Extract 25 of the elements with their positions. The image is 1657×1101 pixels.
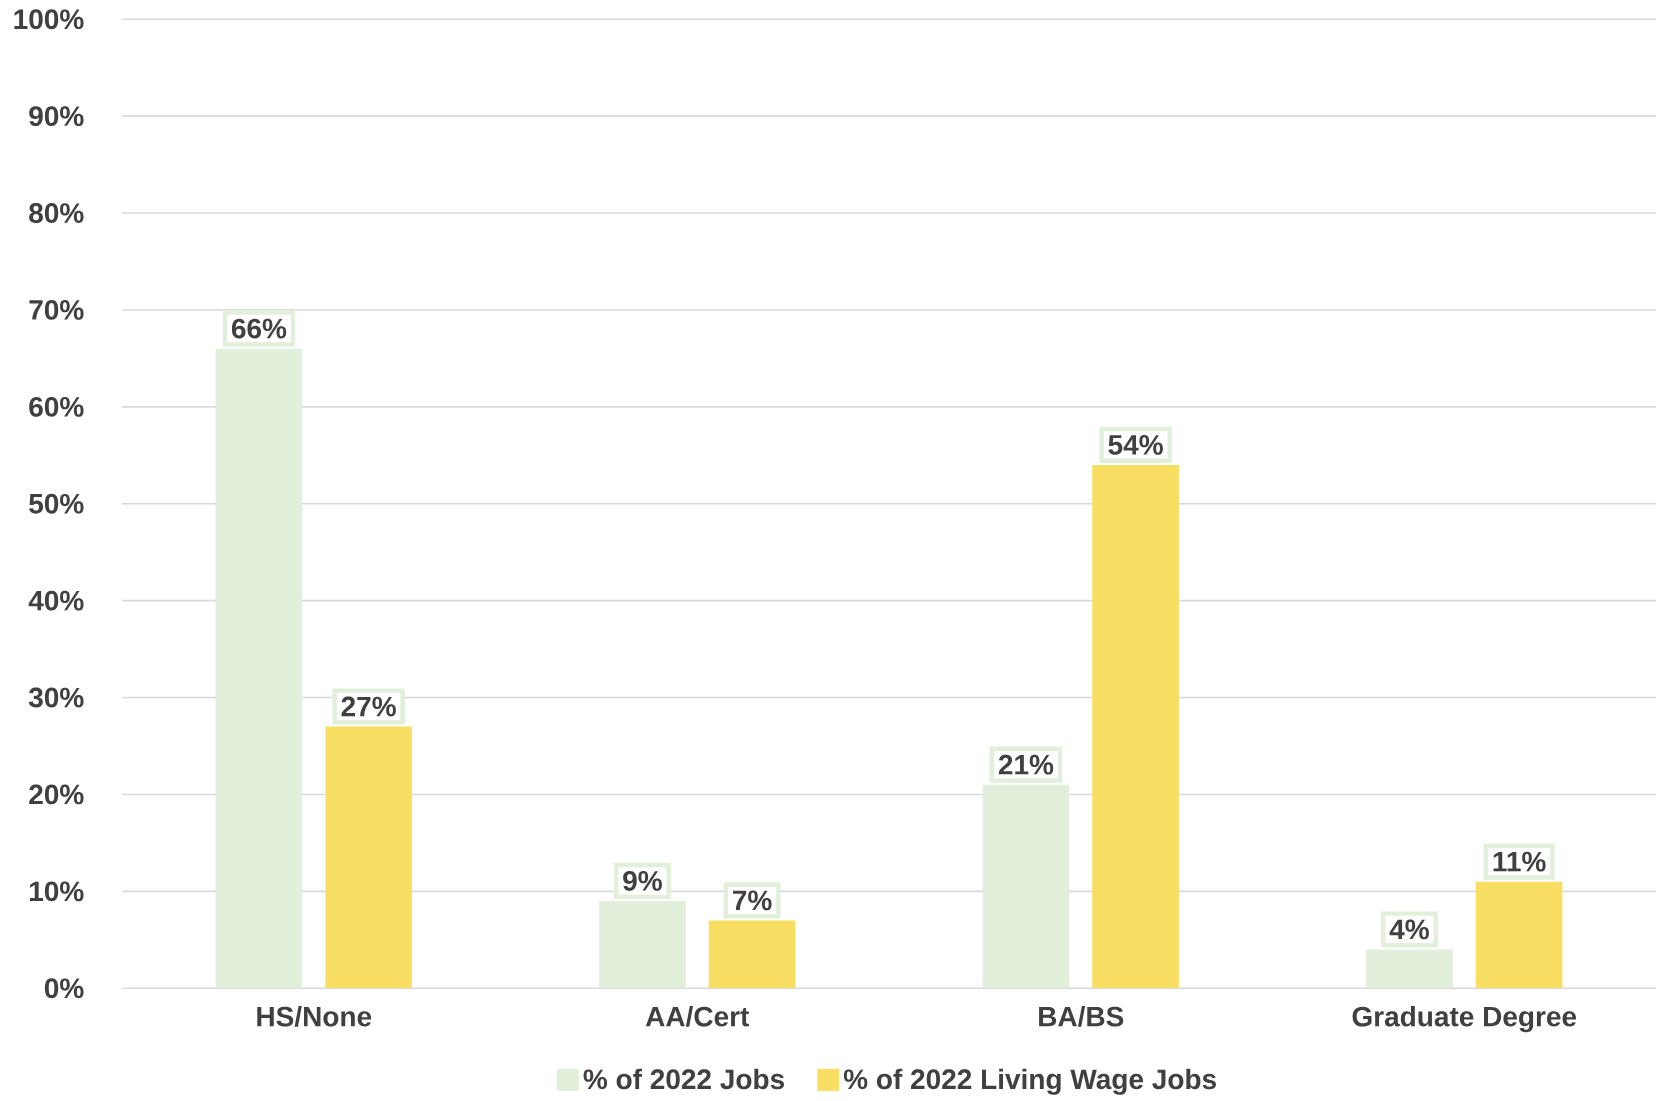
y-tick-label: 70%	[29, 299, 84, 320]
x-tick-label: AA/Cert	[645, 1005, 750, 1027]
y-tick-label: 0%	[44, 978, 84, 999]
y-tick-label: 20%	[29, 784, 84, 805]
y-tick-label: 10%	[29, 881, 84, 902]
data-label: 27%	[341, 696, 396, 717]
data-label: 7%	[733, 890, 772, 911]
y-tick-label: 30%	[28, 687, 84, 708]
y-tick-label: 80%	[29, 203, 84, 223]
y-tick-label: 40%	[28, 590, 84, 611]
x-tick-label: Graduate Degree	[1352, 1005, 1577, 1033]
data-label: 4%	[1389, 919, 1429, 940]
y-tick-label: 90%	[29, 106, 84, 126]
x-tick-label: HS/None	[257, 1005, 372, 1027]
legend-label: % of 2022 Jobs	[583, 1068, 785, 1090]
legend-label: % of 2022 Living Wage Jobs	[843, 1068, 1216, 1095]
data-label: 66%	[231, 318, 287, 339]
data-label: 11%	[1493, 851, 1546, 872]
data-label: 9%	[623, 870, 662, 891]
data-label: 21%	[998, 754, 1054, 775]
y-tick-label: 100%	[14, 9, 84, 30]
data-label: 54%	[1108, 434, 1163, 455]
x-tick-label: BA/BS	[1039, 1005, 1124, 1027]
y-tick-label: 60%	[29, 396, 84, 417]
y-tick-label: 50%	[29, 493, 84, 514]
